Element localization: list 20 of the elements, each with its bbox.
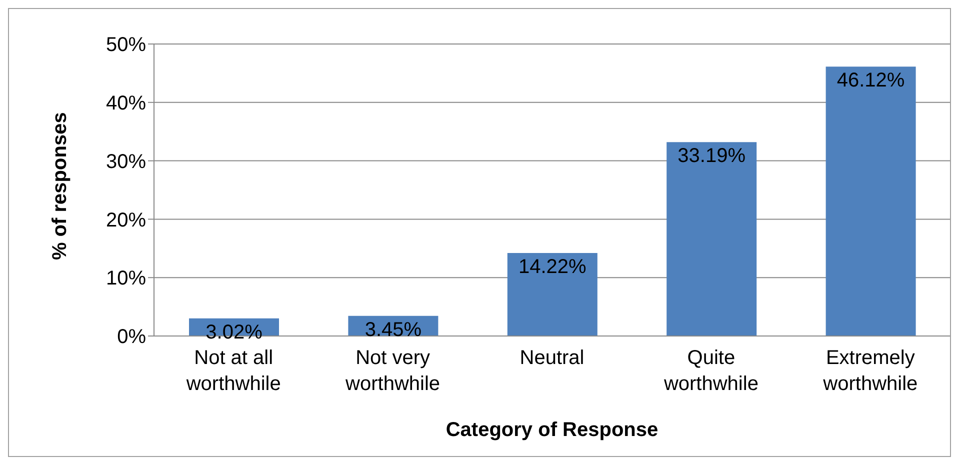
y-tick-label: 0% xyxy=(117,326,146,348)
x-axis-title: Category of Response xyxy=(446,419,658,441)
data-label: 14.22% xyxy=(518,256,587,278)
y-tick-label: 30% xyxy=(106,150,146,173)
y-tick-label: 10% xyxy=(106,268,146,290)
x-tick-label: Neutral xyxy=(520,347,584,369)
y-axis-title: % of responses xyxy=(49,112,72,260)
data-label: 33.19% xyxy=(678,145,746,168)
bar xyxy=(666,142,757,336)
y-tick-label: 40% xyxy=(106,92,146,114)
y-tick-label: 20% xyxy=(106,209,146,232)
x-tick-label: Not very worthwhile xyxy=(344,347,440,395)
bar xyxy=(507,252,598,336)
data-label: 46.12% xyxy=(836,70,905,92)
bar xyxy=(826,66,916,336)
x-tick-label: Extremely worthwhile xyxy=(822,347,918,395)
data-label: 3.45% xyxy=(364,318,422,341)
x-tick-label: Not at all worthwhile xyxy=(185,347,281,395)
y-tick-label: 50% xyxy=(106,34,146,56)
x-tick-label: Quite worthwhile xyxy=(662,347,758,395)
